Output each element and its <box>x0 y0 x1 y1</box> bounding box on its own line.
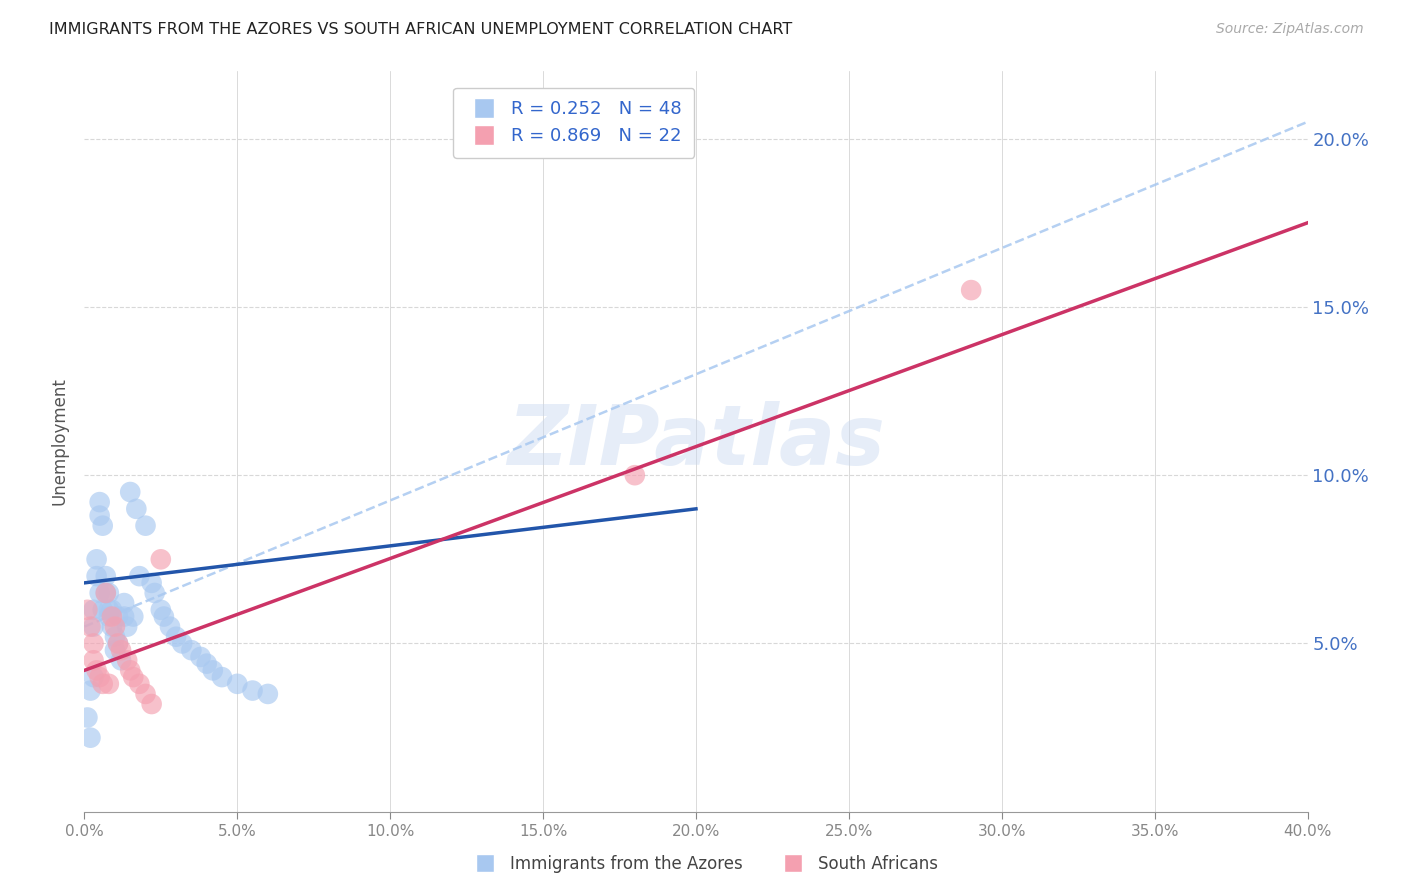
Text: Source: ZipAtlas.com: Source: ZipAtlas.com <box>1216 22 1364 37</box>
Point <box>104 630 127 644</box>
Point <box>624 468 647 483</box>
Point <box>101 603 124 617</box>
Point <box>165 630 187 644</box>
Point <box>83 619 105 633</box>
Point <box>125 501 148 516</box>
Point <box>141 697 163 711</box>
Point <box>89 670 111 684</box>
Point <box>107 636 129 650</box>
Point <box>149 603 172 617</box>
Point <box>141 575 163 590</box>
Point <box>159 619 181 633</box>
Point <box>101 609 124 624</box>
Point <box>107 609 129 624</box>
Point <box>135 687 157 701</box>
Point <box>89 495 111 509</box>
Point <box>83 653 105 667</box>
Point <box>83 636 105 650</box>
Text: ZIPatlas: ZIPatlas <box>508 401 884 482</box>
Point <box>86 552 108 566</box>
Point <box>211 670 233 684</box>
Point <box>110 653 132 667</box>
Point <box>115 653 138 667</box>
Point <box>960 283 983 297</box>
Point <box>120 485 142 500</box>
Legend: Immigrants from the Azores, South Africans: Immigrants from the Azores, South Africa… <box>461 848 945 880</box>
Point <box>135 518 157 533</box>
Y-axis label: Unemployment: Unemployment <box>51 377 69 506</box>
Point <box>86 569 108 583</box>
Point <box>97 609 120 624</box>
Point <box>89 586 111 600</box>
Point <box>83 603 105 617</box>
Point <box>226 677 249 691</box>
Point <box>180 643 202 657</box>
Point <box>76 603 98 617</box>
Point <box>79 619 101 633</box>
Point <box>107 636 129 650</box>
Point <box>128 569 150 583</box>
Point <box>172 636 194 650</box>
Point <box>257 687 280 701</box>
Point <box>91 603 114 617</box>
Point <box>91 677 114 691</box>
Point <box>91 518 114 533</box>
Point <box>86 664 108 678</box>
Point <box>104 643 127 657</box>
Point <box>128 677 150 691</box>
Point <box>97 603 120 617</box>
Point <box>94 586 117 600</box>
Text: IMMIGRANTS FROM THE AZORES VS SOUTH AFRICAN UNEMPLOYMENT CORRELATION CHART: IMMIGRANTS FROM THE AZORES VS SOUTH AFRI… <box>49 22 793 37</box>
Point <box>94 586 117 600</box>
Point <box>122 670 145 684</box>
Point <box>120 664 142 678</box>
Point <box>112 609 135 624</box>
Point <box>110 643 132 657</box>
Point <box>101 619 124 633</box>
Point <box>122 609 145 624</box>
Point <box>79 731 101 745</box>
Point <box>201 664 224 678</box>
Point <box>112 596 135 610</box>
Point <box>89 508 111 523</box>
Point <box>195 657 218 671</box>
Point <box>83 670 105 684</box>
Point <box>79 683 101 698</box>
Point <box>97 677 120 691</box>
Point <box>143 586 166 600</box>
Point <box>190 649 212 664</box>
Point <box>104 619 127 633</box>
Point <box>97 586 120 600</box>
Point <box>94 569 117 583</box>
Point <box>242 683 264 698</box>
Legend: R = 0.252   N = 48, R = 0.869   N = 22: R = 0.252 N = 48, R = 0.869 N = 22 <box>453 87 695 158</box>
Point <box>115 619 138 633</box>
Point <box>76 710 98 724</box>
Point <box>153 609 176 624</box>
Point <box>149 552 172 566</box>
